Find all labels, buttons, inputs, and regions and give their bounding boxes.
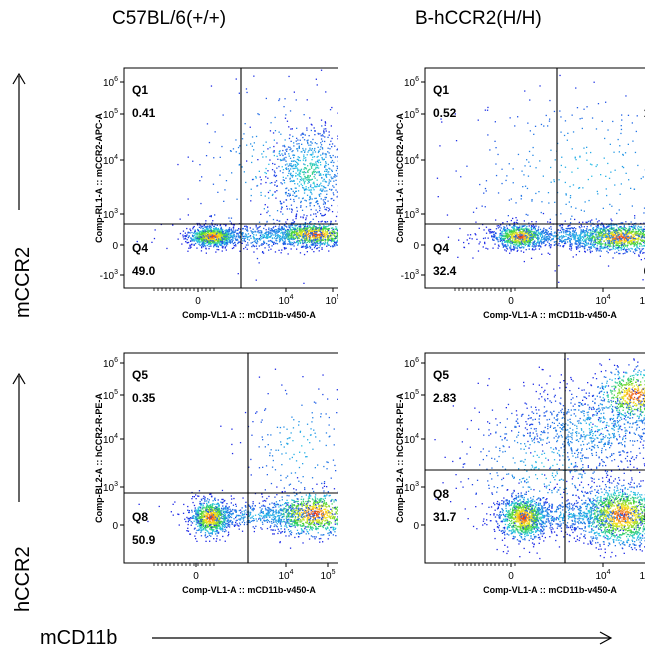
y-tick-label: 0 xyxy=(112,241,118,252)
flow-plot-svg: 10610510410300104105106Comp-VL1-A :: mCD… xyxy=(395,352,656,595)
y-axis-label: Comp-RL1-A :: mCCR2-APC-A xyxy=(395,113,405,243)
quadrant-percent: 0.52 xyxy=(433,106,457,120)
y-tick-label: 103 xyxy=(404,481,419,494)
plot-hccr2-humanized: 10610510410300104105106Comp-VL1-A :: mCD… xyxy=(375,345,656,620)
quadrant-name: Q4 xyxy=(132,241,148,255)
quadrant-percent: 49.0 xyxy=(132,264,156,278)
quadrant-name: Q5 xyxy=(132,368,148,382)
x-tick-label: 0 xyxy=(508,571,514,582)
quadrant-name: Q1 xyxy=(433,83,449,97)
x-axis-title: mCD11b xyxy=(40,627,118,649)
x-axis-label: Comp-VL1-A :: mCD11b-v450-A xyxy=(182,310,316,320)
y-tick-label: 0 xyxy=(413,521,419,532)
y-tick-label: 105 xyxy=(404,108,419,121)
quadrant-name: Q5 xyxy=(433,368,449,382)
x-tick-label: 104 xyxy=(595,294,610,307)
y-tick-label: 105 xyxy=(404,389,419,402)
quadrant-percent: 12.4 xyxy=(644,391,645,405)
quadrant-percent: 32.4 xyxy=(433,264,457,278)
x-tick-label: 104 xyxy=(595,569,610,582)
x-axis-label: Comp-VL1-A :: mCD11b-v450-A xyxy=(182,585,316,595)
y-tick-label: 105 xyxy=(103,389,118,402)
x-tick-label: 104 xyxy=(278,294,293,307)
y-tick-label: 104 xyxy=(103,433,118,446)
y-tick-label: -103 xyxy=(401,269,419,282)
x-axis-arrow-icon xyxy=(152,631,613,645)
x-axis-label: Comp-VL1-A :: mCD11b-v450-A xyxy=(483,310,617,320)
quadrant-percent: 2.83 xyxy=(433,391,457,405)
y-tick-label: 106 xyxy=(103,357,118,370)
flow-plot-svg: 10610510410300104105106Comp-VL1-A :: mCD… xyxy=(94,352,375,595)
plot-hccr2-wildtype: 10610510410300104105106Comp-VL1-A :: mCD… xyxy=(68,345,375,620)
quadrant-percent: 53.0 xyxy=(644,510,645,524)
quadrant-name: Q8 xyxy=(433,487,449,501)
plot-frame xyxy=(424,352,656,564)
quadrant-name: Q4 xyxy=(433,241,449,255)
quadrant-percent: 50.9 xyxy=(132,533,156,547)
x-tick-label: 0 xyxy=(195,296,201,307)
plot-frame xyxy=(424,67,656,289)
y-tick-label: 0 xyxy=(112,521,118,532)
y-axis-label: Comp-BL2-A :: hCCR2-R-PE-A xyxy=(395,393,405,523)
y-tick-label: 105 xyxy=(103,108,118,121)
y-tick-label: 0 xyxy=(413,241,419,252)
y-axis-label: Comp-RL1-A :: mCCR2-APC-A xyxy=(94,113,104,243)
x-tick-label: 105 xyxy=(639,294,645,307)
y-tick-label: 103 xyxy=(103,481,118,494)
x-tick-label: 105 xyxy=(325,294,338,307)
x-tick-label: 0 xyxy=(193,571,199,582)
column-title-wildtype: C57BL/6(+/+) xyxy=(112,8,227,29)
y-tick-label: 104 xyxy=(404,154,419,167)
hccr2-arrow-icon xyxy=(12,372,26,502)
x-tick-label: 104 xyxy=(278,569,293,582)
x-tick-label: 105 xyxy=(639,569,645,582)
quadrant-name: Q8 xyxy=(132,510,148,524)
y-tick-label: 106 xyxy=(404,76,419,89)
y-axis-label: Comp-BL2-A :: hCCR2-R-PE-A xyxy=(94,393,104,523)
y-tick-label: 106 xyxy=(103,76,118,89)
quadrant-percent: 65.7 xyxy=(644,264,645,278)
quadrant-percent: 31.7 xyxy=(433,510,457,524)
quadrant-name: Q1 xyxy=(132,83,148,97)
column-title-humanized: B-hCCR2(H/H) xyxy=(415,8,542,29)
x-tick-label: 0 xyxy=(508,296,514,307)
x-tick-label: 105 xyxy=(320,569,335,582)
y-tick-label: -103 xyxy=(100,269,118,282)
plot-frame xyxy=(123,352,375,564)
x-axis-label: Comp-VL1-A :: mCD11b-v450-A xyxy=(483,585,617,595)
mccr2-arrow-icon xyxy=(12,72,26,210)
y-tick-label: 104 xyxy=(103,154,118,167)
quadrant-percent: 1.35 xyxy=(644,106,645,120)
quadrant-percent: 0.41 xyxy=(132,106,156,120)
y-tick-label: 103 xyxy=(103,208,118,221)
y-tick-label: 106 xyxy=(404,357,419,370)
row-title-mccr2: mCCR2 xyxy=(12,246,34,318)
y-tick-label: 104 xyxy=(404,433,419,446)
row-title-hccr2: hCCR2 xyxy=(12,546,34,612)
quadrant-percent: 0.35 xyxy=(132,391,156,405)
y-tick-label: 103 xyxy=(404,208,419,221)
